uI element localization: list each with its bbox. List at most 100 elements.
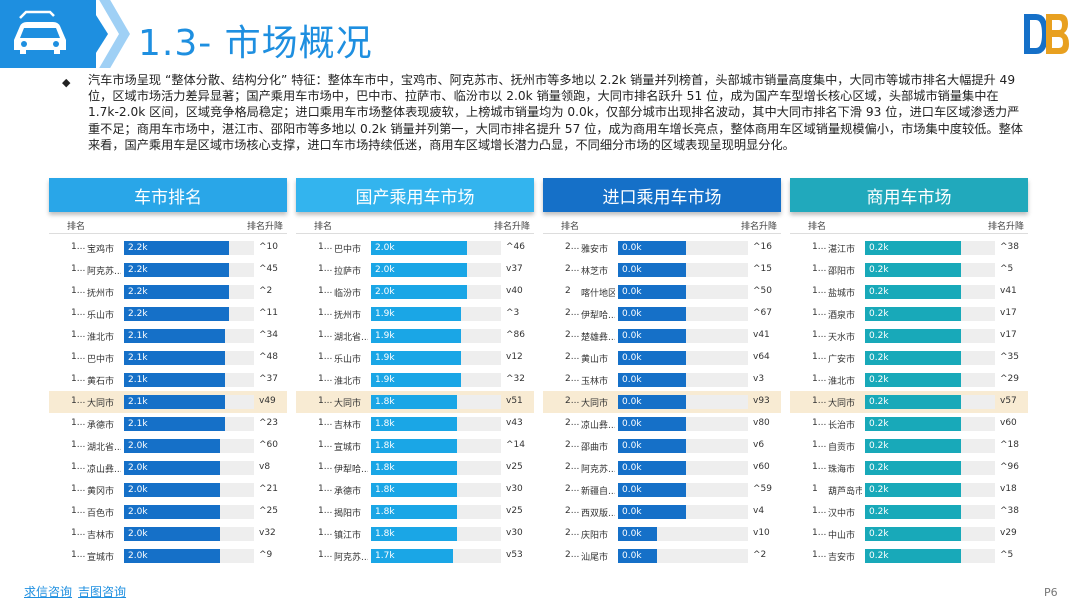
bar-track: 2.1k [124,329,254,343]
bar-track: 2.0k [371,285,501,299]
sales-value: 2.0k [128,551,148,561]
city-name: 大同市 [334,399,362,409]
bar-track: 2.1k [124,395,254,409]
rank-change: ^23 [259,418,278,428]
rank-change: ^86 [506,330,525,340]
city-name: 湖北省... [334,333,368,343]
sales-bar: 1.8k [371,527,457,541]
sales-bar: 1.8k [371,395,457,409]
sales-value: 0.0k [622,485,642,495]
rank-label: 1... [812,242,827,252]
sales-bar: 0.0k [618,527,657,541]
city-name: 乐山市 [334,355,362,365]
ranking-row: 2... 庆阳市 0.0k v10 [543,523,781,545]
rank-label: 2... [565,462,580,472]
rank-label: 2... [565,374,580,384]
rank-change: ^15 [753,264,772,274]
sales-value: 0.2k [869,463,889,473]
panel-import-market: 进口乘用车市场 排名 排名升降 2... 雅安市 0.0k ^16 2... 林芝市 0.0k ^1… [543,178,781,567]
column-header: 排名 排名升降 [49,216,287,234]
column-header-rank: 排名 [67,222,86,232]
bar-track: 1.9k [371,351,501,365]
sales-bar: 0.2k [865,461,962,475]
rank-change: v37 [506,264,523,274]
city-name: 黄山市 [581,355,609,365]
sales-bar: 2.1k [124,373,226,387]
ranking-row: 1... 阿克苏... 2.2k ^45 [49,259,287,281]
rank-change: ^96 [1000,462,1019,472]
ranking-row: 1... 黄冈市 2.0k ^21 [49,479,287,501]
city-name: 宝鸡市 [87,245,115,255]
ranking-row: 2... 邵曲市 0.0k v6 [543,435,781,457]
rank-change: ^25 [259,506,278,516]
sales-bar: 2.2k [124,241,230,255]
sales-bar: 0.0k [618,395,686,409]
sales-bar: 0.2k [865,395,962,409]
sales-bar: 2.0k [124,549,221,563]
sales-value: 2.0k [375,243,395,253]
rank-label: 1... [812,440,827,450]
sales-bar: 0.2k [865,263,962,277]
sales-bar: 0.2k [865,329,962,343]
ranking-row: 2... 大同市 0.0k v93 [543,391,781,413]
bar-track: 0.0k [618,241,748,255]
ranking-row: 1... 湛江市 0.2k ^38 [790,237,1028,259]
city-name: 中山市 [828,531,856,541]
panel-header: 国产乘用车市场 [296,178,534,212]
rank-label: 1... [71,330,86,340]
sales-value: 1.8k [375,397,395,407]
ranking-row: 1... 大同市 1.8k v51 [296,391,534,413]
bar-track: 1.9k [371,329,501,343]
ranking-row: 1... 宝鸡市 2.2k ^10 [49,237,287,259]
bar-track: 0.0k [618,439,748,453]
city-name: 大同市 [581,399,609,409]
city-name: 葫芦岛市 [828,487,862,497]
bar-track: 0.2k [865,351,995,365]
bar-track: 0.2k [865,263,995,277]
rank-label: 1... [318,308,333,318]
rank-label: 1... [318,550,333,560]
footer-link-jitu[interactable]: 吉图咨询 [78,585,127,599]
sales-bar: 0.2k [865,373,962,387]
rank-change: v53 [506,550,523,560]
rank-change: v18 [1000,484,1017,494]
rank-label: 1... [318,374,333,384]
sales-value: 1.9k [375,309,395,319]
ranking-row: 1... 巴中市 2.1k ^48 [49,347,287,369]
city-name: 巴中市 [87,355,115,365]
rank-change: ^37 [259,374,278,384]
sales-value: 0.0k [622,353,642,363]
rank-change: v25 [506,506,523,516]
sales-bar: 0.2k [865,439,962,453]
sales-value: 0.2k [869,265,889,275]
sales-value: 2.1k [128,375,148,385]
ranking-row: 1... 百色市 2.0k ^25 [49,501,287,523]
rank-label: 1... [812,264,827,274]
rank-label: 1... [812,330,827,340]
column-header-rank: 排名 [561,222,580,232]
bar-track: 0.0k [618,527,748,541]
rank-change: v17 [1000,308,1017,318]
sales-value: 2.0k [128,463,148,473]
ranking-row: 1... 临汾市 2.0k v40 [296,281,534,303]
footer-link-qiuxin[interactable]: 求信咨询 [24,585,73,599]
sales-value: 0.0k [622,463,642,473]
rank-label: 1... [318,484,333,494]
sales-value: 2.1k [128,331,148,341]
sales-bar: 2.0k [371,285,468,299]
rank-label: 1... [812,308,827,318]
bar-track: 2.0k [124,549,254,563]
city-name: 汉中市 [828,509,856,519]
rank-label: 1... [318,352,333,362]
rank-label: 2... [565,484,580,494]
sales-value: 2.0k [375,265,395,275]
panel-domestic-market: 国产乘用车市场 排名 排名升降 1... 巴中市 2.0k ^46 1... 拉萨市 2.0k v3… [296,178,534,567]
sales-value: 0.0k [622,375,642,385]
sales-value: 2.1k [128,397,148,407]
panel-header: 商用车市场 [790,178,1028,212]
rank-label: 2... [565,440,580,450]
sales-bar: 2.1k [124,329,226,343]
sales-bar: 2.0k [371,263,468,277]
bar-track: 0.0k [618,329,748,343]
bar-track: 2.1k [124,417,254,431]
